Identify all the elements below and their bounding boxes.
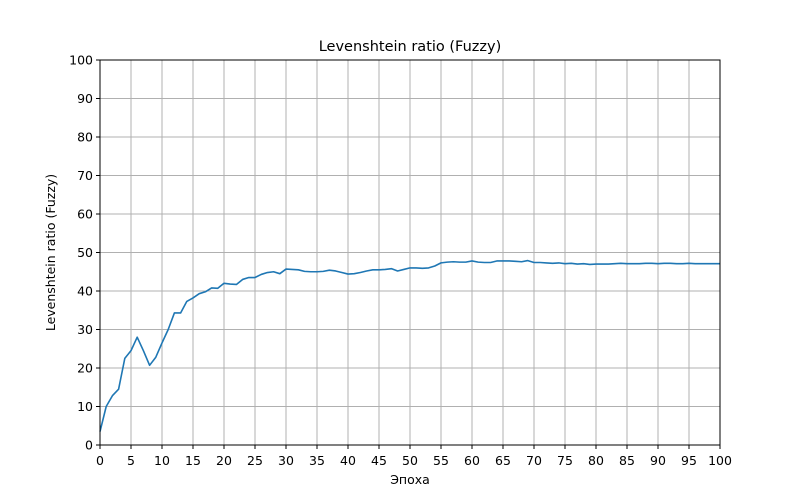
y-tick-label: 80	[77, 130, 93, 145]
x-tick-label: 5	[127, 453, 135, 468]
x-tick-label: 75	[557, 453, 573, 468]
x-tick-label: 35	[309, 453, 325, 468]
x-tick-label: 60	[464, 453, 480, 468]
x-tick-label: 40	[340, 453, 356, 468]
x-tick-label: 50	[402, 453, 418, 468]
y-tick-label: 20	[77, 361, 93, 376]
x-tick-label: 30	[278, 453, 294, 468]
grid	[99, 59, 721, 446]
x-tick-label: 0	[96, 453, 104, 468]
x-tick-label: 45	[371, 453, 387, 468]
x-tick-label: 10	[154, 453, 170, 468]
y-tick-label: 40	[77, 284, 93, 299]
x-tick-label: 80	[588, 453, 604, 468]
x-axis-label: Эпоха	[390, 472, 430, 487]
x-tick-label: 65	[495, 453, 511, 468]
x-tick-label: 25	[247, 453, 263, 468]
y-tick-label: 30	[77, 322, 93, 337]
y-tick-label: 60	[77, 207, 93, 222]
y-tick-label: 50	[77, 245, 93, 260]
y-axis-label: Levenshtein ratio (Fuzzy)	[43, 174, 58, 331]
y-axis-ticks: 0 10 20 30 40 50 60 70 80 90 100	[69, 53, 100, 453]
x-axis-ticks: 0 5 10 15 20 25 30 35 40 45 50 55 60 65 70 75 80 85 90 95 10…	[96, 445, 732, 468]
series-line-0	[99, 259, 720, 432]
x-tick-label: 55	[433, 453, 449, 468]
y-tick-label: 100	[69, 53, 93, 68]
chart-title: Levenshtein ratio (Fuzzy)	[319, 39, 502, 55]
y-tick-label: 70	[77, 168, 93, 183]
x-tick-label: 15	[185, 453, 201, 468]
x-tick-label: 70	[526, 453, 542, 468]
x-tick-label: 20	[216, 453, 232, 468]
x-tick-label: 90	[650, 453, 666, 468]
x-tick-label: 85	[619, 453, 635, 468]
series-layer	[99, 259, 720, 432]
x-tick-label: 95	[681, 453, 697, 468]
y-tick-label: 10	[77, 399, 93, 414]
y-tick-label: 0	[85, 438, 93, 453]
y-tick-label: 90	[77, 91, 93, 106]
x-tick-label: 100	[708, 453, 732, 468]
